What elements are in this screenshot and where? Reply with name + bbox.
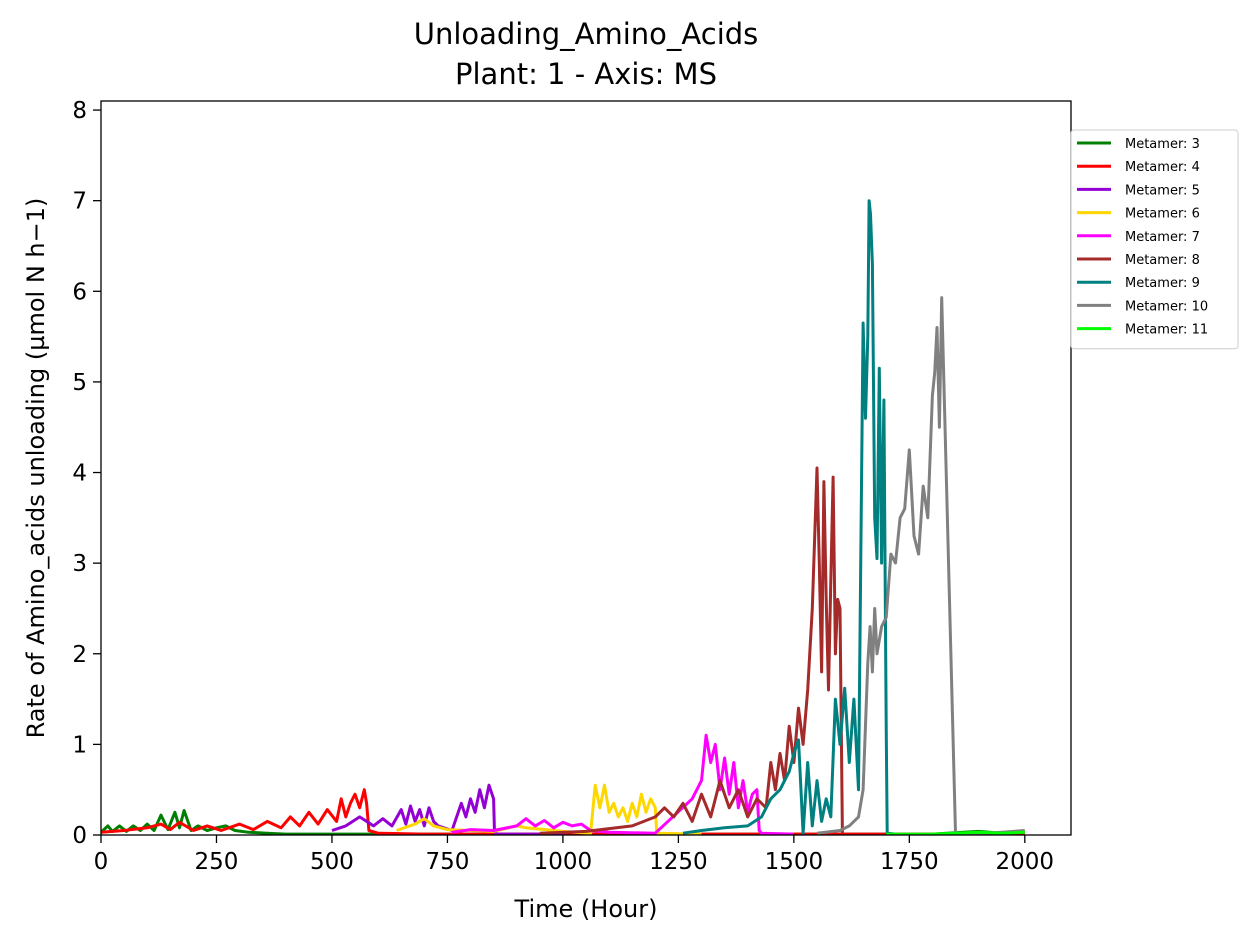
x-tick-label-1: 250 xyxy=(195,849,239,875)
legend-entry-5: Metamer: 8 xyxy=(1125,253,1200,268)
y-tick-label-2: 2 xyxy=(72,642,87,668)
x-axis-label: Time (Hour) xyxy=(514,895,658,923)
legend-entry-1: Metamer: 4 xyxy=(1125,160,1200,175)
y-tick-label-6: 6 xyxy=(72,279,87,305)
y-tick-label-4: 4 xyxy=(72,461,87,487)
plot-frame xyxy=(100,100,1072,836)
series-line-6 xyxy=(682,199,896,835)
x-axis: 0 250 500 750 1000 1250 1500 1750 2000 xyxy=(94,835,1054,875)
series-line-8 xyxy=(886,830,1025,835)
x-tick-label-5: 1250 xyxy=(649,849,708,875)
y-tick-label-0: 0 xyxy=(72,823,87,849)
y-axis-label: Rate of Amino_acids unloading (µmol N h−… xyxy=(22,198,50,739)
legend-entry-4: Metamer: 7 xyxy=(1125,230,1200,245)
legend-entry-6: Metamer: 9 xyxy=(1125,276,1200,291)
series-line-7 xyxy=(816,296,1025,835)
x-tick-label-3: 750 xyxy=(425,849,469,875)
legend-entry-3: Metamer: 6 xyxy=(1125,207,1200,222)
legend-entry-7: Metamer: 10 xyxy=(1125,299,1208,314)
legend-entry-0: Metamer: 3 xyxy=(1125,137,1200,152)
x-tick-label-2: 500 xyxy=(310,849,354,875)
series-line-5 xyxy=(539,466,844,835)
series-line-2 xyxy=(331,783,563,835)
legend-entry-2: Metamer: 5 xyxy=(1125,183,1200,198)
chart-title: Unloading_Amino_Acids xyxy=(414,17,759,51)
y-axis: 0 1 2 3 4 5 6 7 8 xyxy=(72,98,101,849)
x-tick-label-0: 0 xyxy=(94,849,109,875)
series-line-3 xyxy=(396,783,702,835)
series-line-1 xyxy=(101,788,1025,835)
y-tick-label-5: 5 xyxy=(72,370,87,396)
y-tick-label-1: 1 xyxy=(72,732,87,758)
legend: Metamer: 3 Metamer: 4 Metamer: 5 Metamer: 6… xyxy=(1070,129,1239,350)
x-tick-label-7: 1750 xyxy=(880,849,939,875)
chart-subtitle: Plant: 1 - Axis: MS xyxy=(455,57,717,91)
legend-entry-8: Metamer: 11 xyxy=(1125,323,1208,338)
y-tick-label-7: 7 xyxy=(72,189,87,215)
series-line-4 xyxy=(451,733,794,835)
x-tick-label-6: 1500 xyxy=(765,849,824,875)
x-tick-label-4: 1000 xyxy=(534,849,593,875)
series-layer xyxy=(101,199,1025,835)
x-tick-label-8: 2000 xyxy=(996,849,1055,875)
y-tick-label-3: 3 xyxy=(72,551,87,577)
y-tick-label-8: 8 xyxy=(72,98,87,124)
legend-frame xyxy=(1070,129,1239,350)
